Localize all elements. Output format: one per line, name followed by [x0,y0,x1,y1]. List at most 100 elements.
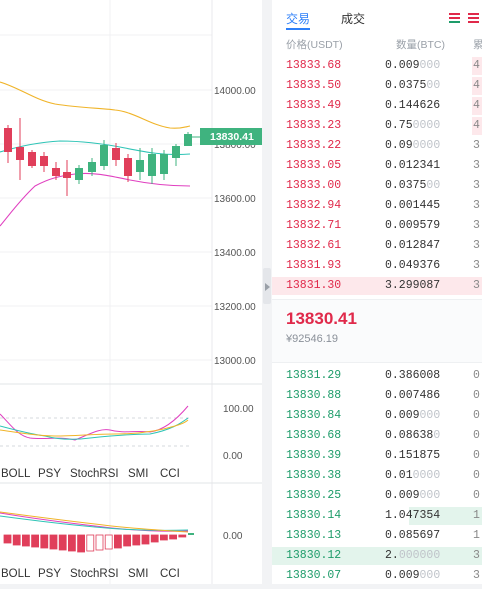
row-price: 13830.38 [286,469,341,482]
histogram-bar [50,535,57,549]
quantity-main: 0.151875 [385,449,440,462]
quantity-zeros: 0000 [413,139,441,152]
candle-body [63,172,71,178]
indicator-tab-smi[interactable]: SMI [128,468,148,480]
candle-body [136,160,144,172]
bid-row[interactable]: 13831.29 0.386008 0. [272,366,482,386]
quantity-zeros: 000 [420,409,441,422]
row-total: 0. [473,369,482,382]
quantity-main: 0.386008 [385,369,440,382]
row-total: 3. [473,259,482,272]
tab-trades-history[interactable]: 成交 [341,10,365,27]
indicator-tab-boll[interactable]: BOLL [1,568,31,580]
histogram-bar [96,535,103,550]
quantity-main: 0.009 [385,569,420,582]
row-quantity: 0.009000 [385,569,440,582]
quantity-main: 0.009 [385,59,420,72]
row-total: 1. [473,509,482,522]
tab-trade[interactable]: 交易 [286,10,310,27]
row-price: 13830.88 [286,389,341,402]
quantity-main: 2. [385,549,399,562]
row-quantity: 0.009000 [385,489,440,502]
quantity-main: 0.08638 [385,429,433,442]
candle-body [88,162,96,172]
header-quantity: 数量(BTC) [396,37,445,52]
row-quantity: 0.386008 [385,369,440,382]
row-quantity: 0.009000 [385,409,440,422]
indicator-tab-stochrsi[interactable]: StochRSI [70,468,119,480]
indicator-line-teal [0,418,188,439]
price-axis-label: 13200.00 [214,302,256,313]
indicator-tab-boll[interactable]: BOLL [1,468,31,480]
row-price: 13833.05 [286,159,341,172]
layout-both-icon[interactable] [449,13,460,24]
row-price: 13832.61 [286,239,341,252]
histogram-bar [87,535,94,551]
row-total: 0. [473,449,482,462]
row-quantity: 0.085697 [385,529,440,542]
indicator-tab-stochrsi[interactable]: StochRSI [70,568,119,580]
row-total: 0. [473,489,482,502]
last-price-cny: ¥92546.19 [286,333,338,345]
indicator-tab-psy[interactable]: PSY [38,468,61,480]
row-price: 13833.22 [286,139,341,152]
candle-body [28,152,36,166]
row-total: 0. [473,469,482,482]
bid-row[interactable]: 13830.39 0.151875 0. [272,446,482,466]
indicator-tab-smi[interactable]: SMI [128,568,148,580]
row-price: 13830.14 [286,509,341,522]
layout-asks-icon[interactable] [468,13,479,24]
candle-body [160,154,168,174]
row-quantity: 0.007486 [385,389,440,402]
quantity-zeros: 0000 [413,469,441,482]
price-axis-label: 13400.00 [214,248,256,259]
histogram-bar [124,535,131,546]
indicator-tab-cci[interactable]: CCI [160,568,180,580]
indicator-tab-psy[interactable]: PSY [38,568,61,580]
row-price: 13830.39 [286,449,341,462]
kline-chart[interactable]: 14000.00 13800.00 13600.00 13400.00 1320… [0,0,262,584]
row-price: 13831.29 [286,369,341,382]
row-quantity: 0.086380 [385,429,440,442]
quantity-main: 0.0375 [385,79,426,92]
histogram-bar [114,535,121,548]
row-price: 13830.07 [286,569,341,582]
row-quantity: 0.010000 [385,469,440,482]
candle-body [184,134,192,146]
row-price: 13833.23 [286,119,341,132]
quantity-zeros: 00 [426,179,440,192]
row-total: 3. [473,219,482,232]
candle-body [4,128,12,152]
bid-row[interactable]: 13830.38 0.010000 0. [272,466,482,486]
indicator-axis-label: 100.00 [223,404,254,415]
row-quantity: 0.012341 [385,159,440,172]
quantity-zeros: 000 [420,569,441,582]
indicator-tab-cci[interactable]: CCI [160,468,180,480]
bid-list: 13831.290.3860080.13830.880.0074860.1383… [272,366,482,584]
kline-chart-panel[interactable]: 14000.00 13800.00 13600.00 13400.00 1320… [0,0,262,584]
row-price: 13832.71 [286,219,341,232]
lower-line-teal [0,516,188,530]
chevron-right-icon[interactable] [265,283,270,291]
quantity-main: 3.299087 [385,279,440,292]
